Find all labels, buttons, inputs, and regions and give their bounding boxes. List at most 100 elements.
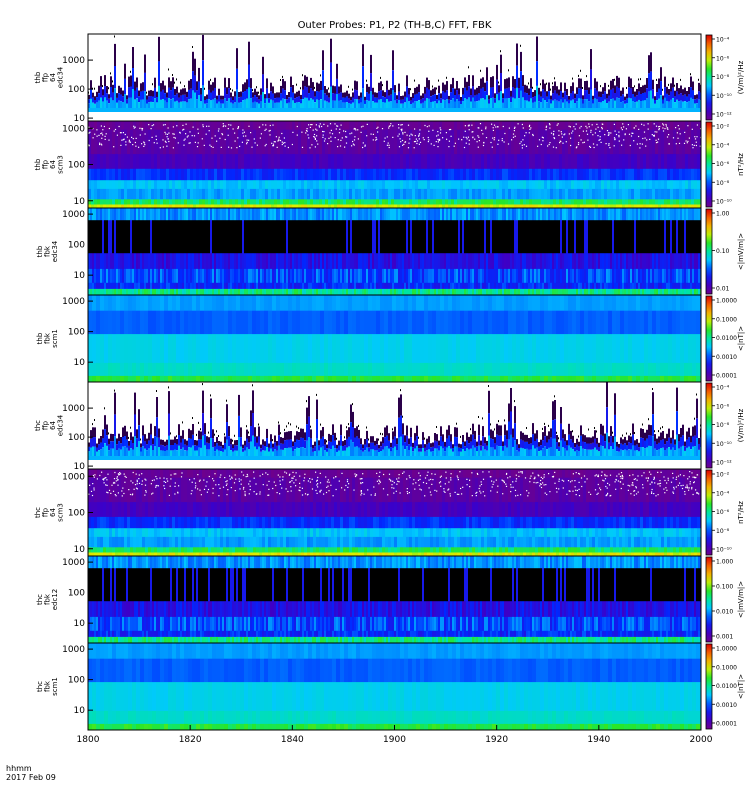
colorbar-tick-label: 10⁻⁸ [716,74,730,81]
colorbar-tick-label: 10⁻¹⁰ [716,199,732,206]
y-tick-label: 10 [74,706,86,716]
y-tick-label: 1000 [62,472,85,482]
colorbar-tick-label: 0.100 [716,584,733,591]
y-tick-label: 10 [74,545,86,555]
y-tick-label: 1000 [62,558,85,568]
time-axis-unit: hhmm [6,764,32,773]
colorbar-tick-label: 10⁻¹⁰ [716,547,732,554]
colorbar-tick-label: 0.1000 [716,316,737,323]
y-tick-label: 100 [68,433,85,443]
y-tick-label: 100 [68,589,85,599]
panel-8-colorbar-label: <|nT|> [737,674,745,699]
y-tick-label: 100 [68,85,85,95]
panel-5-ylabel: thcffp64edc34 [34,414,65,436]
figure-title: Outer Probes: P1, P2 (TH-B,C) FFT, FBK [297,20,492,31]
y-tick-label: 10 [74,358,86,368]
panel-5-colorbar-label: (V/m)²/Hz [737,408,745,442]
panel-1-colorbar-label: (V/m)²/Hz [737,60,745,94]
y-tick-label: 100 [68,676,85,686]
y-tick-label: 1000 [62,404,85,414]
colorbar-tick-label: 0.1000 [716,664,737,671]
x-tick-label: 1840 [281,735,304,745]
y-tick-label: 10 [74,197,86,207]
time-axis-label: hhmm 2017 Feb 09 [6,764,56,782]
x-tick-label: 1920 [485,735,508,745]
panel-2-spectrogram [88,121,701,208]
panel-7-colorbar-label: <|mV/m|> [737,581,745,618]
colorbar-tick-label: 10⁻⁶ [716,55,730,62]
colorbar-tick-label: 0.0010 [716,354,737,361]
y-tick-label: 10 [74,271,86,281]
colorbar-tick-label: 0.0001 [716,373,737,380]
panel-6-colorbar-label: nT²/Hz [737,501,745,524]
panel-6-colorbar [705,469,713,556]
y-tick-label: 10 [74,462,86,472]
colorbar-tick-label: 0.10 [716,248,730,255]
colorbar-tick-label: 0.010 [716,609,733,616]
panel-3-colorbar-label: <|mV/m|> [737,233,745,270]
colorbar-tick-label: 10⁻¹⁰ [716,93,732,100]
panel-3-colorbar [705,208,713,295]
colorbar-tick-label: 10⁻⁶ [716,403,730,410]
y-tick-label: 10 [74,619,86,629]
panel-8-spectrogram [88,643,701,730]
panel-1-ylabel: thbffp64edc34 [34,66,65,88]
colorbar-tick-label: 10⁻⁶ [716,509,730,516]
colorbar-tick-label: 0.0010 [716,702,737,709]
colorbar-tick-label: 1.0000 [716,646,737,653]
panel-7-ylabel: thcfbkedc12 [36,589,59,611]
colorbar-tick-label: 10⁻² [716,472,730,479]
y-tick-label: 10 [74,114,86,124]
panel-6-spectrogram [88,469,701,556]
panel-4-colorbar-label: <|nT|> [737,326,745,351]
panel-6-ylabel: thcffp64scm3 [34,503,65,522]
y-tick-label: 1000 [62,297,85,307]
y-tick-label: 100 [68,241,85,251]
panel-4-ylabel: thbfbkscm1 [36,329,59,348]
panel-8-ylabel: thcfbkscm1 [36,677,59,696]
x-tick-label: 1820 [179,735,202,745]
y-tick-label: 1000 [62,210,85,220]
panel-1-spectrogram [88,34,701,121]
y-tick-label: 100 [68,161,85,171]
colorbar-tick-label: 0.0100 [716,683,737,690]
colorbar-tick-label: 1.00 [716,211,730,218]
colorbar-tick-label: 0.01 [716,286,730,293]
colorbar-tick-label: 10⁻¹² [716,460,732,467]
colorbar-tick-label: 10⁻⁴ [716,37,730,44]
y-tick-label: 100 [68,509,85,519]
colorbar-tick-label: 10⁻⁴ [716,490,730,497]
panel-7-spectrogram [88,556,701,643]
time-axis-date: 2017 Feb 09 [6,773,56,782]
panel-5-spectrogram [88,382,701,469]
colorbar-tick-label: 0.0001 [716,721,737,728]
colorbar-tick-label: 1.0000 [716,298,737,305]
colorbar-tick-label: 10⁻⁶ [716,161,730,168]
panel-2-colorbar-label: nT²/Hz [737,153,745,176]
panel-3-ylabel: thbfbkedc34 [36,240,59,262]
x-tick-label: 1940 [587,735,610,745]
colorbar-tick-label: 0.0100 [716,335,737,342]
colorbar-tick-label: 10⁻⁴ [716,385,730,392]
x-tick-label: 1900 [383,735,406,745]
panel-3-spectrogram [88,208,701,295]
panel-4-spectrogram [88,295,701,382]
colorbar-tick-label: 0.001 [716,634,733,641]
y-tick-label: 1000 [62,645,85,655]
colorbar-tick-label: 10⁻¹² [716,112,732,119]
colorbar-tick-label: 1.000 [716,559,733,566]
colorbar-tick-label: 10⁻² [716,124,730,131]
y-tick-label: 1000 [62,124,85,134]
x-tick-label: 1800 [77,735,100,745]
colorbar-tick-label: 10⁻⁸ [716,180,730,187]
y-tick-label: 100 [68,328,85,338]
panel-4-colorbar [705,295,713,382]
colorbar-tick-label: 10⁻¹⁰ [716,441,732,448]
colorbar-tick-label: 10⁻⁸ [716,528,730,535]
colorbar-tick-label: 10⁻⁸ [716,422,730,429]
panel-1-colorbar [705,34,713,121]
panel-8-colorbar [705,643,713,730]
colorbar-tick-label: 10⁻⁴ [716,142,730,149]
